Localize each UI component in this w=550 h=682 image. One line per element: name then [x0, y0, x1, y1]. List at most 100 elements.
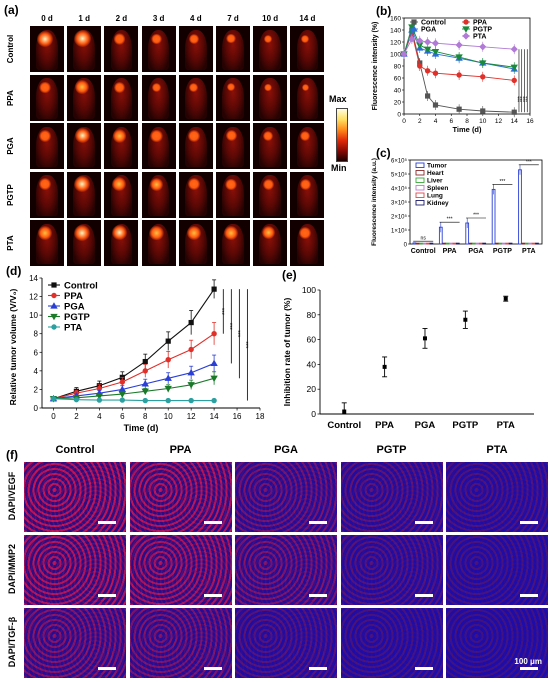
y-tick-label: 5×10⁵	[391, 172, 408, 179]
bar	[478, 242, 483, 245]
bar	[521, 242, 526, 245]
legend-entry: Control	[421, 20, 446, 27]
x-tick-label: PGTP	[493, 248, 512, 255]
mouse-image-tile	[141, 171, 176, 218]
y-tick-label: 0	[311, 409, 316, 419]
significance-label: ***	[447, 217, 453, 223]
y-tick-label: 14	[29, 274, 38, 283]
data-point	[165, 338, 171, 344]
panel-a-image-grid: 0 d 1 d 2 d 3 d 4 d 7 d 10 d 14 d Control PPA PGA P…	[0, 0, 360, 266]
y-tick-label: 160	[390, 16, 401, 23]
x-tick-label: 14	[210, 412, 219, 421]
significance-label: ***	[517, 96, 523, 102]
colorbar	[336, 108, 348, 162]
day-label: 2 d	[115, 14, 128, 23]
mouse-image-tile	[216, 171, 250, 218]
group-label: PGA	[6, 137, 15, 155]
scale-bar	[98, 667, 116, 670]
data-point	[211, 331, 217, 337]
micrograph-tile	[340, 535, 443, 605]
colorbar-max-label: Max	[329, 94, 347, 104]
tumor-signal	[262, 130, 274, 142]
mouse-image-tile	[216, 74, 250, 121]
day-label: 10 d	[262, 14, 279, 23]
tumor-signal	[225, 178, 237, 191]
micrograph-tile	[24, 535, 126, 605]
colorbar-min-label: Min	[331, 163, 347, 173]
data-point	[432, 70, 439, 76]
data-point	[142, 358, 148, 365]
mouse-image-tile	[216, 220, 250, 266]
data-point	[425, 93, 431, 99]
mouse-image-tile	[216, 26, 250, 72]
x-tick-label: 10	[479, 118, 487, 125]
series-line	[53, 377, 215, 400]
row-label: DAPI/MMP2	[7, 544, 17, 595]
group-label: PPA	[6, 89, 15, 106]
data-point	[511, 109, 517, 115]
bar	[495, 242, 499, 245]
significance-label: ***	[526, 96, 532, 102]
data-point	[424, 38, 432, 46]
x-tick-label: PGA	[415, 420, 436, 431]
x-tick-label: 0	[402, 118, 406, 125]
data-point	[210, 359, 218, 367]
data-point	[210, 375, 218, 383]
legend-entry: Control	[64, 281, 98, 292]
tumor-signal	[75, 80, 90, 95]
significance-label: ***	[246, 341, 252, 349]
bar	[505, 242, 510, 245]
panel-c-biodistribution-chart: 0 1×10⁵ 2×10⁵ 3×10⁵ 4×10⁵ 5×10⁵ 6×10⁵ Fluoresce…	[371, 158, 543, 255]
x-tick-label: 10	[164, 412, 173, 421]
data-point	[511, 77, 517, 84]
y-tick-label: 10	[29, 311, 38, 320]
data-point	[142, 368, 148, 374]
data-point	[417, 63, 423, 69]
mouse-image-tile	[141, 220, 176, 266]
legend-marker	[51, 292, 57, 299]
data-point	[187, 368, 195, 376]
day-label: 4 d	[190, 14, 202, 23]
bar	[531, 242, 536, 245]
mouse-image-tile	[178, 123, 213, 169]
panel-f-label: (f)	[6, 448, 18, 462]
tumor-signal	[150, 177, 163, 191]
data-point	[118, 391, 127, 398]
panel-d-tumor-volume-chart: 0 2 4 6 8 10 12 14 0 2 4 6 8 10 12 14 16 18 Time (d) Relati…	[8, 274, 265, 433]
mouse-image-tile	[141, 123, 176, 169]
data-point	[400, 50, 408, 58]
mouse-image-tile	[67, 26, 102, 72]
mouse-image-tile	[290, 74, 325, 121]
y-tick-label: 120	[390, 40, 401, 47]
panel-f-immunofluorescence-grid: Control PPA PGA PGTP PTA DAPI/VEGF DAPI/MMP2 DA…	[0, 440, 550, 682]
y-tick-label: 0	[397, 112, 401, 119]
legend-entry: PGTP	[64, 312, 91, 323]
tumor-signal	[149, 225, 164, 241]
row-label: DAPI/VEGF	[7, 471, 17, 521]
tumor-signal	[299, 226, 312, 239]
tumor-signal	[36, 30, 54, 48]
x-axis-label: Time (d)	[124, 423, 159, 433]
data-point	[455, 41, 463, 49]
micrograph-tile	[235, 608, 337, 678]
mouse-image-tile	[67, 171, 102, 218]
y-tick-label: 20	[394, 100, 402, 107]
legend-marker	[410, 25, 418, 32]
bar	[498, 242, 503, 245]
tumor-signal	[264, 83, 272, 92]
tumor-signal	[224, 226, 238, 240]
significance-label: ***	[230, 322, 236, 330]
tumor-signal	[73, 30, 91, 48]
micrograph-tile	[446, 462, 548, 532]
mouse-image-tile	[141, 26, 176, 72]
x-tick-label: 2	[74, 412, 79, 421]
tumor-signal	[263, 34, 273, 44]
data-point	[50, 396, 57, 402]
tumor-signal	[112, 177, 127, 192]
mouse-image-tile	[104, 220, 139, 266]
data-point	[95, 393, 104, 400]
data-point	[408, 35, 416, 43]
mouse-image-tile	[104, 74, 139, 121]
micrograph-tile	[129, 462, 232, 532]
y-tick-label: 60	[307, 335, 317, 345]
